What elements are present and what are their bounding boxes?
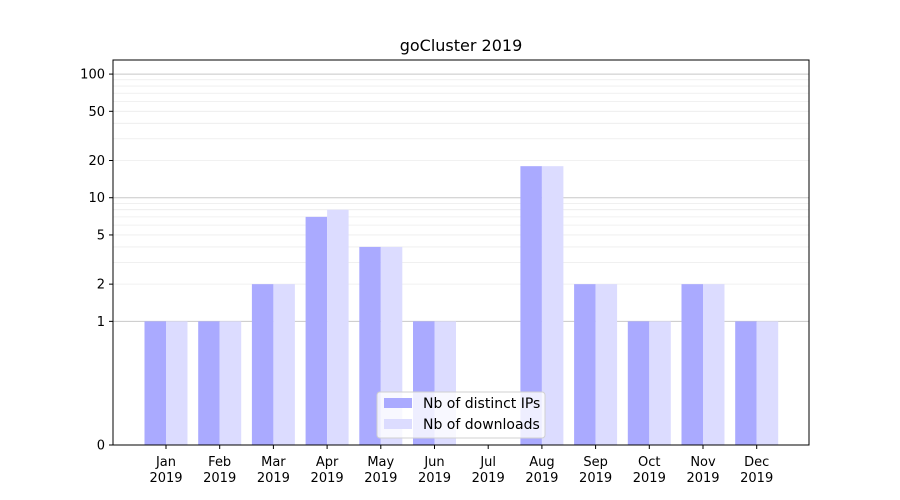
x-tick-label-month: Mar: [261, 455, 286, 470]
x-tick-label-year: 2019: [418, 471, 451, 486]
chart-title: goCluster 2019: [400, 36, 523, 55]
x-axis: Jan2019Feb2019Mar2019Apr2019May2019Jun20…: [149, 445, 773, 486]
bar-downloads: [327, 209, 349, 445]
x-tick-label-year: 2019: [579, 471, 612, 486]
x-tick-label-year: 2019: [257, 471, 290, 486]
plot-frame: [112, 59, 810, 446]
y-tick-label: 20: [88, 154, 105, 169]
bar-distinct-ips: [144, 321, 166, 445]
y-tick-label: 5: [97, 228, 105, 243]
x-tick-label-year: 2019: [472, 471, 505, 486]
x-tick-label-year: 2019: [149, 471, 182, 486]
x-tick-label-month: Dec: [744, 455, 769, 470]
y-tick-label: 2: [97, 278, 105, 293]
grid: [113, 73, 809, 322]
x-tick-label-month: Jul: [479, 455, 496, 470]
x-tick-label-month: Nov: [690, 455, 716, 470]
bar-distinct-ips: [735, 321, 757, 445]
x-tick-label-year: 2019: [203, 471, 236, 486]
x-tick-label-month: Sep: [583, 455, 608, 470]
bar-distinct-ips: [305, 216, 328, 445]
x-tick-label-year: 2019: [311, 471, 344, 486]
x-tick-label-year: 2019: [740, 471, 773, 486]
bar-downloads: [595, 284, 618, 445]
x-tick-label-month: Feb: [208, 455, 231, 470]
bar-downloads: [219, 321, 242, 445]
y-tick-label: 0: [97, 439, 105, 454]
bar-downloads: [273, 284, 295, 445]
y-tick-label: 1: [97, 315, 105, 330]
x-tick-label-month: Apr: [316, 455, 339, 470]
bar-downloads: [541, 166, 564, 445]
legend-label: Nb of distinct IPs: [423, 396, 540, 412]
bar-downloads: [649, 321, 671, 445]
y-tick-label: 50: [88, 105, 105, 120]
x-tick-label-month: May: [367, 455, 394, 470]
bar-distinct-ips: [627, 321, 650, 445]
bar-distinct-ips: [520, 166, 542, 445]
x-tick-label-month: Aug: [529, 455, 554, 470]
x-tick-label-month: Jun: [423, 455, 444, 470]
bar-distinct-ips: [681, 284, 703, 445]
bar-downloads: [703, 284, 725, 445]
x-tick-label-year: 2019: [686, 471, 719, 486]
bar-distinct-ips: [198, 321, 220, 445]
legend-box: [376, 391, 546, 439]
x-tick-label-month: Oct: [638, 455, 660, 470]
x-tick-label-year: 2019: [525, 471, 558, 486]
y-tick-label: 100: [80, 68, 105, 83]
y-tick-label: 10: [88, 191, 105, 206]
bar-downloads: [756, 321, 779, 445]
y-axis: 0 1 2 5 10 20 50 100: [80, 68, 113, 454]
x-tick-label-year: 2019: [364, 471, 397, 486]
bar-distinct-ips: [251, 284, 274, 445]
legend-swatch: [384, 398, 412, 408]
x-tick-label-year: 2019: [633, 471, 666, 486]
legend-swatch: [384, 419, 412, 429]
legend-label: Nb of downloads: [423, 417, 540, 433]
bar-distinct-ips: [359, 246, 381, 445]
bar-distinct-ips: [574, 284, 596, 445]
bar-downloads: [166, 321, 188, 445]
x-tick-label-month: Jan: [155, 455, 176, 470]
legend: Nb of distinct IPs Nb of downloads: [376, 391, 546, 439]
